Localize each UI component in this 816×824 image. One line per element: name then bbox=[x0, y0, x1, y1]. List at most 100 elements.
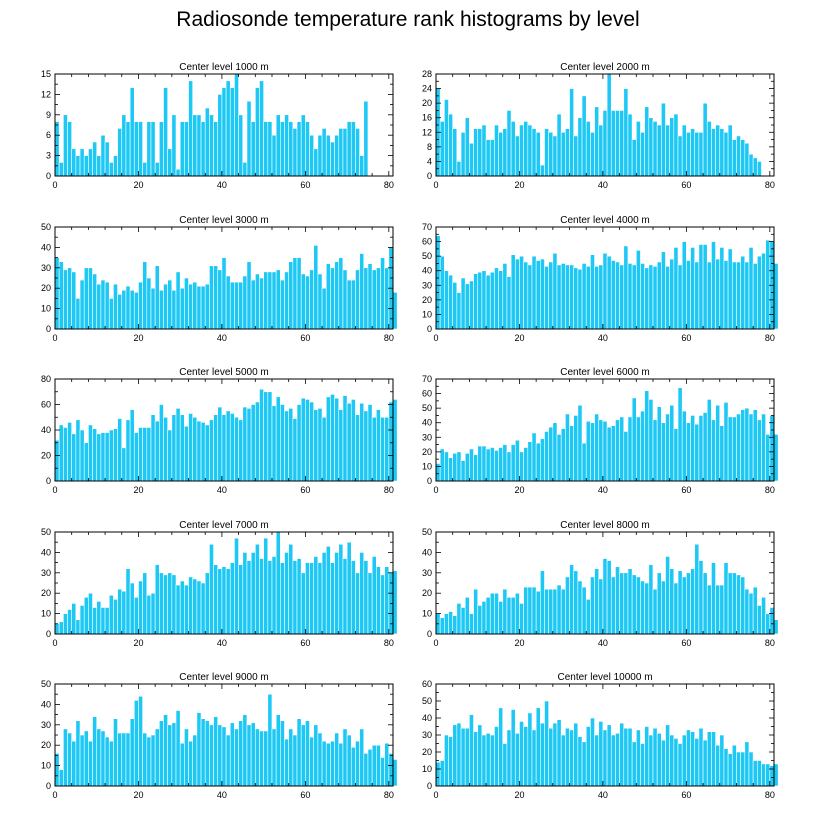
histogram-bar bbox=[514, 732, 520, 787]
histogram-bar bbox=[54, 439, 60, 482]
histogram-bar bbox=[359, 552, 365, 635]
histogram-bar bbox=[346, 402, 352, 482]
histogram-bar bbox=[494, 124, 499, 177]
x-tick-label: 80 bbox=[384, 333, 394, 343]
histogram-bar bbox=[350, 399, 356, 482]
histogram-bar bbox=[209, 724, 214, 787]
histogram-bar bbox=[635, 576, 641, 635]
histogram-bar bbox=[334, 397, 340, 482]
histogram-bar bbox=[510, 596, 516, 635]
histogram-bar bbox=[548, 131, 554, 177]
histogram-bar bbox=[83, 730, 89, 787]
y-tick-label: 20 bbox=[41, 283, 51, 293]
histogram-bar bbox=[300, 572, 306, 635]
histogram-bar bbox=[163, 283, 168, 330]
histogram-bar bbox=[585, 420, 591, 482]
histogram-bar bbox=[284, 738, 289, 787]
histogram-bar bbox=[686, 422, 691, 482]
histogram-bar bbox=[686, 260, 691, 330]
y-tick-label: 30 bbox=[422, 730, 432, 740]
histogram-bar bbox=[275, 114, 281, 177]
histogram-bar bbox=[271, 271, 277, 330]
histogram-bar bbox=[506, 729, 512, 787]
histogram-bar bbox=[469, 448, 474, 482]
histogram-bar bbox=[342, 128, 348, 177]
histogram-bar bbox=[75, 619, 81, 635]
histogram-bar bbox=[363, 410, 369, 482]
histogram-bar bbox=[229, 87, 235, 177]
y-tick-label: 10 bbox=[422, 309, 432, 319]
histogram-bar bbox=[342, 558, 348, 635]
histogram-bar bbox=[552, 722, 558, 787]
histogram-bar bbox=[280, 720, 285, 787]
histogram-bar bbox=[330, 740, 335, 787]
histogram-bar bbox=[142, 427, 148, 482]
histogram-bar bbox=[464, 596, 470, 635]
histogram-bar bbox=[765, 239, 771, 330]
histogram-bar bbox=[706, 121, 712, 177]
histogram-bar bbox=[510, 254, 516, 330]
histogram-bar bbox=[133, 432, 139, 482]
histogram-bar bbox=[615, 732, 620, 787]
histogram-bar bbox=[217, 94, 223, 177]
histogram-bar bbox=[296, 718, 302, 787]
x-tick-label: 0 bbox=[52, 180, 57, 190]
histogram-bar bbox=[565, 128, 570, 177]
histogram-bar bbox=[313, 724, 319, 787]
histogram-bar bbox=[577, 736, 583, 787]
histogram-bar bbox=[58, 162, 64, 177]
histogram-bar bbox=[338, 409, 344, 482]
histogram-bar bbox=[79, 605, 85, 635]
histogram-bar bbox=[342, 269, 348, 330]
histogram-bar bbox=[142, 261, 148, 330]
histogram-bar bbox=[635, 250, 641, 330]
histogram-bar bbox=[573, 135, 579, 177]
histogram-bar bbox=[275, 714, 281, 787]
x-tick-label: 80 bbox=[765, 485, 775, 495]
y-tick-label: 40 bbox=[41, 242, 51, 252]
histogram-bar bbox=[744, 588, 750, 635]
histogram-bar bbox=[448, 274, 453, 330]
histogram-bar bbox=[627, 416, 633, 482]
histogram-bar bbox=[113, 599, 118, 635]
histogram-bar bbox=[142, 732, 148, 787]
histogram-bar bbox=[275, 531, 281, 635]
y-tick-label: 0 bbox=[46, 171, 51, 181]
histogram-bar bbox=[489, 447, 495, 482]
histogram-bar bbox=[200, 285, 206, 330]
histogram-bar bbox=[481, 270, 487, 330]
histogram-bar bbox=[656, 572, 662, 635]
histogram-bar bbox=[255, 543, 260, 635]
histogram-bar bbox=[275, 396, 281, 482]
histogram-bar bbox=[305, 121, 310, 177]
chart-panel-9: Center level 9000 m 0 20 40 60 80 0 10 20 30 40 50 bbox=[41, 672, 398, 800]
histogram-bar bbox=[150, 734, 156, 787]
histogram-bar bbox=[540, 438, 545, 482]
histogram-bar bbox=[108, 594, 114, 635]
histogram-bar bbox=[439, 121, 445, 177]
histogram-bar bbox=[757, 419, 762, 482]
histogram-bar bbox=[706, 584, 712, 635]
histogram-bar bbox=[96, 283, 102, 330]
histogram-bar bbox=[473, 731, 479, 787]
y-tick-label: 10 bbox=[422, 461, 432, 471]
histogram-bar bbox=[367, 263, 373, 330]
histogram-bar bbox=[556, 434, 562, 482]
histogram-bar bbox=[376, 267, 381, 330]
histogram-bar bbox=[619, 572, 625, 635]
chart-panel-4: Center level 4000 m 0 20 40 60 80 0 10 20 30 40 50 6… bbox=[422, 215, 779, 343]
histogram-bar bbox=[192, 578, 198, 635]
histogram-bar bbox=[376, 566, 381, 635]
histogram-bar bbox=[448, 611, 453, 635]
histogram-bar bbox=[108, 740, 114, 787]
histogram-bar bbox=[267, 560, 273, 635]
histogram-bar bbox=[510, 444, 516, 482]
histogram-bar bbox=[388, 753, 394, 787]
histogram-bar bbox=[234, 416, 239, 482]
x-tick-label: 80 bbox=[765, 180, 775, 190]
histogram-bar bbox=[154, 265, 160, 330]
histogram-bar bbox=[188, 576, 193, 635]
histogram-bar bbox=[773, 619, 779, 635]
histogram-bar bbox=[121, 447, 127, 482]
histogram-bar bbox=[765, 763, 771, 787]
